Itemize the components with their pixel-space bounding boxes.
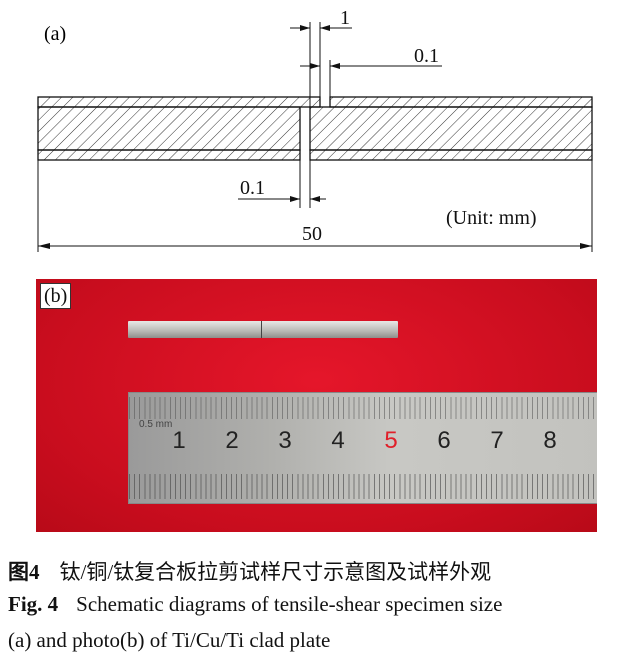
ruler-number: 2 bbox=[225, 427, 239, 454]
ruler-number: 3 bbox=[278, 427, 292, 454]
dim-length: 50 bbox=[302, 223, 322, 245]
ruler-ticks-top bbox=[129, 397, 597, 419]
caption-cn-text: 钛/铜/钛复合板拉剪试样尺寸示意图及试样外观 bbox=[59, 560, 492, 584]
ruler-number-highlight: 5 bbox=[384, 427, 398, 454]
schematic-diagram: (a) 1 0.1 0.1 (Unit: mm) 50 bbox=[37, 7, 593, 252]
specimen-photo: (b) 0.5 mm 1 2 3 4 5 6 7 8 9 bbox=[36, 279, 597, 532]
cu-layer bbox=[37, 106, 593, 151]
dim-top-gap: 1 bbox=[340, 7, 350, 29]
caption-en-label: Fig. 4 bbox=[8, 592, 59, 616]
ruler-unit: 0.5 mm bbox=[139, 419, 173, 430]
bottom-ti-layer bbox=[37, 149, 593, 161]
ruler-ticks-bottom bbox=[129, 474, 597, 499]
ruler-number: 1 bbox=[172, 427, 186, 454]
top-ti-layer bbox=[37, 96, 593, 108]
arrowheads bbox=[38, 25, 592, 249]
unit-label: (Unit: mm) bbox=[446, 207, 537, 229]
ruler-number: 9 bbox=[593, 427, 597, 455]
caption-en-line2: (a) and photo(b) of Ti/Cu/Ti clad plate bbox=[8, 628, 331, 652]
specimen-notch bbox=[261, 321, 262, 338]
dim-bottom-offset: 0.1 bbox=[240, 177, 265, 199]
ruler-number: 7 bbox=[490, 427, 504, 454]
caption-chinese: 图4 钛/铜/钛复合板拉剪试样尺寸示意图及试样外观 bbox=[8, 556, 491, 586]
ruler-number: 8 bbox=[543, 427, 557, 454]
caption-english: Fig. 4 Schematic diagrams of tensile-shea… bbox=[8, 592, 502, 617]
ruler-number: 4 bbox=[331, 427, 345, 454]
steel-ruler: 0.5 mm 1 2 3 4 5 6 7 8 9 bbox=[128, 392, 597, 504]
caption-cn-label: 图4 bbox=[8, 560, 40, 584]
caption-en-line1: Schematic diagrams of tensile-shear spec… bbox=[76, 592, 503, 616]
specimen bbox=[128, 321, 398, 338]
panel-b-label: (b) bbox=[40, 283, 72, 309]
panel-a-label: (a) bbox=[44, 23, 66, 45]
ruler-number: 6 bbox=[437, 427, 451, 454]
dim-top-offset: 0.1 bbox=[414, 45, 439, 67]
